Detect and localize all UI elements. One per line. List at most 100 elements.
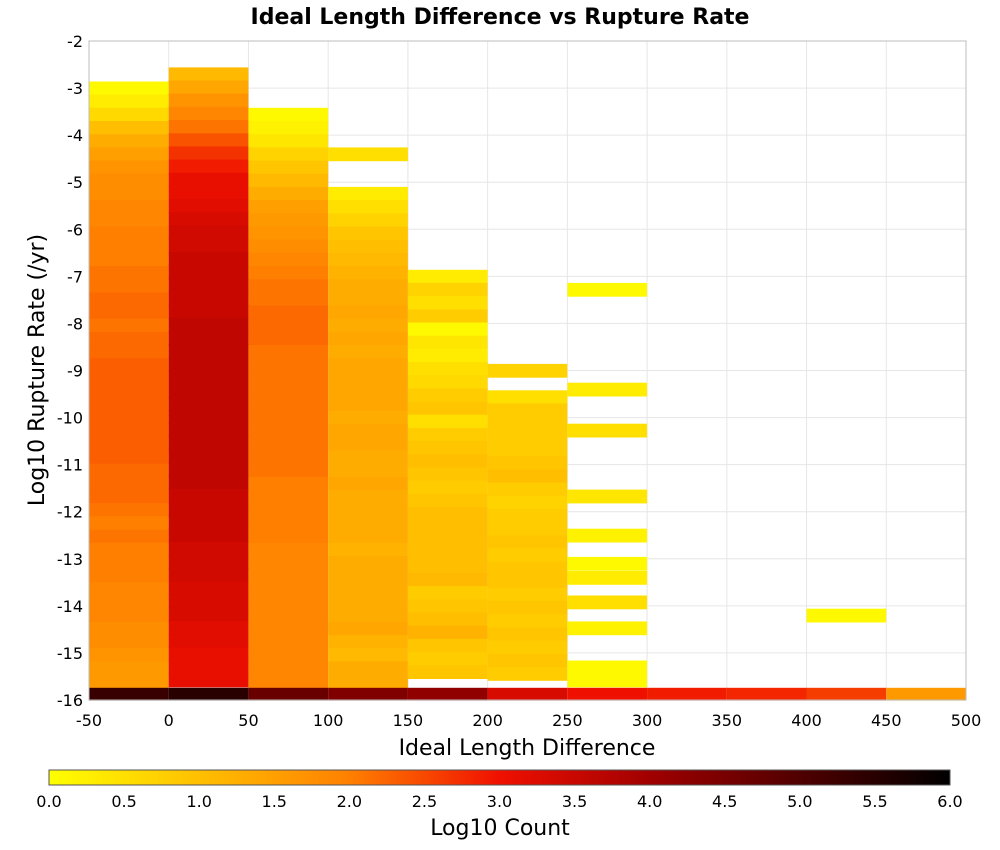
heatmap-cell bbox=[248, 371, 329, 386]
y-axis-label: Log10 Rupture Rate (/yr) bbox=[25, 234, 50, 506]
heatmap-cell bbox=[328, 542, 408, 557]
heatmap-cell bbox=[407, 652, 488, 666]
heatmap-cell bbox=[726, 687, 807, 701]
heatmap-cell bbox=[487, 588, 568, 602]
heatmap-cell bbox=[89, 687, 169, 701]
colorbar-tick-label: 2.0 bbox=[337, 792, 362, 811]
heatmap-cell bbox=[407, 441, 488, 455]
heatmap-cell bbox=[89, 305, 169, 320]
heatmap-cell bbox=[487, 627, 568, 642]
heatmap-cell bbox=[328, 147, 408, 162]
colorbar-tick-label: 0.5 bbox=[111, 792, 136, 811]
heatmap-cell bbox=[89, 608, 169, 623]
heatmap-cell bbox=[89, 595, 169, 610]
heatmap-cell bbox=[248, 595, 329, 610]
heatmap-cell bbox=[407, 467, 488, 482]
heatmap-cell bbox=[487, 429, 568, 444]
heatmap-cell bbox=[168, 489, 249, 503]
heatmap-cell bbox=[248, 331, 329, 346]
heatmap-cell bbox=[248, 397, 329, 412]
heatmap-cell bbox=[407, 665, 488, 679]
heatmap-cell bbox=[407, 612, 488, 627]
heatmap-cell bbox=[168, 172, 249, 187]
heatmap-cell bbox=[328, 476, 408, 491]
heatmap-cell bbox=[328, 648, 408, 662]
colorbar-tick-label: 4.0 bbox=[637, 792, 662, 811]
heatmap-cell bbox=[248, 186, 329, 201]
heatmap-cell bbox=[248, 266, 329, 280]
y-tick-label: -13 bbox=[57, 550, 83, 569]
y-tick-label: -12 bbox=[57, 503, 83, 522]
heatmap-cell bbox=[248, 529, 329, 544]
heatmap-cell bbox=[328, 621, 408, 636]
x-axis-label: Ideal Length Difference bbox=[399, 736, 656, 761]
colorbar-tick-label: 6.0 bbox=[937, 792, 962, 811]
heatmap-cell bbox=[89, 556, 169, 570]
heatmap-cell bbox=[248, 437, 329, 452]
heatmap-cell bbox=[89, 266, 169, 280]
heatmap-cell bbox=[328, 371, 408, 386]
heatmap-cell bbox=[328, 239, 408, 254]
heatmap-cell bbox=[168, 106, 249, 121]
heatmap-cell bbox=[487, 416, 568, 431]
heatmap-cell bbox=[248, 411, 329, 425]
heatmap-cell bbox=[328, 345, 408, 359]
heatmap-cell bbox=[89, 94, 169, 109]
heatmap-cell bbox=[647, 687, 727, 701]
heatmap-cell bbox=[89, 81, 169, 96]
heatmap-cell bbox=[407, 599, 488, 614]
heatmap-cell bbox=[407, 454, 488, 469]
heatmap-cell bbox=[168, 225, 249, 240]
heatmap-cell bbox=[407, 520, 488, 534]
heatmap-cell bbox=[407, 335, 488, 350]
heatmap-cell bbox=[89, 463, 169, 478]
heatmap-cell bbox=[328, 305, 408, 320]
heatmap-cell bbox=[168, 370, 249, 385]
colorbar-tick-label: 1.0 bbox=[186, 792, 211, 811]
heatmap-cell bbox=[248, 687, 329, 701]
heatmap-cell bbox=[89, 450, 169, 465]
heatmap-cell bbox=[168, 436, 249, 451]
heatmap-cell bbox=[328, 437, 408, 452]
heatmap-cell bbox=[168, 120, 249, 134]
heatmap-cell bbox=[168, 660, 249, 675]
heatmap-cell bbox=[248, 582, 329, 597]
heatmap-cell bbox=[328, 529, 408, 544]
heatmap-cell bbox=[328, 569, 408, 583]
heatmap-cell bbox=[168, 67, 249, 82]
heatmap-cell bbox=[806, 687, 887, 701]
heatmap-cell bbox=[248, 252, 329, 267]
heatmap-cell bbox=[89, 345, 169, 359]
heatmap-cells bbox=[89, 67, 966, 701]
heatmap-cell bbox=[407, 480, 488, 495]
heatmap-cell bbox=[407, 322, 488, 337]
colorbar-tick-label: 2.5 bbox=[412, 792, 437, 811]
heatmap-cell bbox=[168, 475, 249, 490]
heatmap-cell bbox=[487, 548, 568, 563]
heatmap-cell bbox=[567, 282, 648, 297]
heatmap-cell bbox=[248, 516, 329, 531]
heatmap-cell bbox=[567, 687, 648, 701]
heatmap-cell bbox=[407, 375, 488, 389]
colorbar-tick-label: 0.0 bbox=[36, 792, 61, 811]
heatmap-cell bbox=[487, 482, 568, 497]
heatmap-cell bbox=[248, 226, 329, 241]
heatmap-cell bbox=[328, 213, 408, 228]
heatmap-cell bbox=[89, 490, 169, 504]
x-tick-label: 250 bbox=[552, 711, 583, 730]
heatmap-cell bbox=[567, 382, 648, 397]
heatmap-cell bbox=[89, 292, 169, 307]
heatmap-cell bbox=[89, 621, 169, 636]
heatmap-cell bbox=[487, 469, 568, 484]
heatmap-cell bbox=[248, 674, 329, 689]
y-tick-label: -5 bbox=[67, 173, 83, 192]
x-tick-labels: -50 0 50 100 150 200 250 300 350 400 450 500 bbox=[76, 711, 981, 730]
colorbar-tick-label: 4.5 bbox=[712, 792, 737, 811]
chart-title: Ideal Length Difference vs Rupture Rate bbox=[251, 5, 750, 30]
heatmap-cell bbox=[89, 186, 169, 201]
colorbar-tick-label: 3.0 bbox=[487, 792, 512, 811]
heatmap-cell bbox=[168, 410, 249, 424]
heatmap-cell bbox=[328, 674, 408, 689]
heatmap-cell bbox=[328, 318, 408, 333]
